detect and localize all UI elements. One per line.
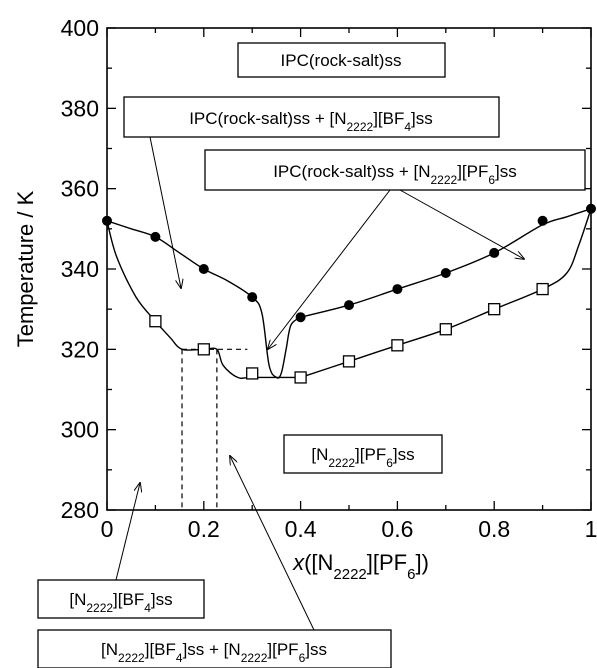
label-bf4-pf6-part: 4 — [176, 651, 183, 665]
label-ipc-pf6-box — [204, 149, 586, 191]
y-tick-label: 360 — [61, 176, 99, 202]
data-point-open-square — [197, 343, 210, 356]
data-point-open-square — [439, 323, 452, 336]
solidus-left-curve — [106, 220, 301, 380]
data-point-filled-circle — [537, 215, 548, 226]
plot-area: 0 0.2 0.4 0.6 0.8 1 280 300 320 340 360 380 400 Tempe… — [13, 15, 597, 583]
data-point-filled-circle — [247, 292, 258, 303]
data-point-open-square — [536, 282, 549, 296]
label-bf4-pf6-part: 6 — [299, 651, 306, 665]
data-point-filled-circle — [102, 215, 112, 226]
y-tick-label: 300 — [61, 417, 99, 443]
label-ipc-bf4-part: IPC(rock-salt)ss + [N — [189, 109, 346, 128]
label-pf6-part: 6 — [386, 456, 393, 470]
label-ipc-pf6-part: 2222 — [430, 173, 457, 187]
data-point-open-square — [246, 367, 259, 380]
data-point-filled-circle — [489, 247, 500, 258]
x-axis-title-part: 6 — [407, 566, 415, 583]
data-point-filled-circle — [344, 300, 354, 311]
label-bf4-part: ]ss — [151, 590, 173, 609]
label-bf4-part: 2222 — [86, 601, 113, 615]
arrow-bf4-pure — [115, 483, 140, 581]
label-pf6-part: ][PF — [355, 445, 386, 464]
label-pf6-part: ]ss — [393, 445, 415, 464]
y-tick-label: 340 — [61, 256, 99, 282]
x-tick-label: 0.8 — [478, 516, 510, 542]
y-axis-title: Temperature / K — [13, 190, 38, 347]
data-point-filled-circle — [440, 268, 451, 279]
label-pf6-part: [N — [311, 445, 328, 464]
data-point-filled-circle — [150, 231, 161, 242]
x-axis-title-part: ][PF — [367, 550, 407, 575]
label-pf6-part: 2222 — [328, 456, 355, 470]
label-bf4-pf6-part: ]ss + [N — [183, 640, 241, 659]
label-bf4-pf6-part: 2222 — [241, 651, 268, 665]
x-axis-title-part: x — [292, 550, 305, 575]
y-tick-label: 380 — [61, 95, 99, 121]
label-bf4-pf6: [N2222][BF4]ss + [N2222][PF6]ss — [101, 640, 327, 665]
data-point-open-square — [488, 303, 501, 316]
label-bf4-pf6-box — [37, 629, 392, 668]
y-tick-label: 280 — [61, 497, 99, 523]
label-ipc-pf6-part: ][PF — [457, 162, 488, 181]
data-point-open-square — [391, 339, 404, 352]
data-point-open-square — [342, 355, 356, 368]
label-ipc-rocksalt-part: IPC(rock-salt)ss — [281, 51, 402, 70]
label-ipc-pf6: IPC(rock-salt)ss + [N2222][PF6]ss — [273, 162, 517, 187]
label-bf4-pf6-part: 2222 — [118, 651, 145, 665]
arrow-bf4-region — [149, 136, 181, 288]
data-point-filled-circle — [586, 203, 596, 214]
label-ipc-bf4-part: ][BF — [373, 109, 404, 128]
label-bf4-pf6-part: ]ss — [305, 640, 327, 659]
x-tick-label: 1 — [585, 516, 597, 542]
label-ipc-bf4-part: ]ss — [411, 109, 433, 128]
label-bf4-part: ][BF — [113, 590, 144, 609]
arrow-pf6-ipc-left — [268, 189, 391, 349]
x-tick-label: 0.2 — [188, 516, 220, 542]
y-tick-label: 400 — [61, 15, 99, 41]
x-tick-label: 0 — [101, 516, 114, 542]
label-bf4: [N2222][BF4]ss — [69, 590, 172, 615]
label-ipc-bf4-box — [123, 96, 500, 138]
label-bf4-part: 4 — [144, 601, 151, 615]
data-point-filled-circle — [198, 264, 209, 274]
label-ipc-bf4-part: 4 — [404, 120, 411, 134]
label-ipc-bf4-part: 2222 — [346, 120, 373, 134]
label-pf6: [N2222][PF6]ss — [311, 445, 414, 470]
x-axis-title: x([N2222][PF6]) — [292, 550, 429, 583]
label-bf4-box — [37, 579, 205, 619]
label-bf4-pf6-part: [N — [101, 640, 118, 659]
liquidus-right-curve — [300, 208, 592, 318]
label-pf6-box — [283, 434, 443, 474]
x-axis-title-part: 2222 — [333, 566, 366, 583]
arrow-pf6-ipc-right — [399, 189, 524, 259]
x-tick-label: 0.4 — [285, 516, 317, 542]
label-ipc-rocksalt-box — [237, 42, 446, 78]
label-ipc-pf6-part: ]ss — [495, 162, 517, 181]
x-tick-label: 0.6 — [381, 516, 413, 542]
x-axis-title-part: ([N — [304, 550, 333, 575]
data-point-open-square — [294, 371, 307, 384]
label-ipc-pf6-part: 6 — [488, 173, 495, 187]
data-point-filled-circle — [392, 284, 403, 295]
y-tick-label: 320 — [61, 336, 99, 362]
label-bf4-part: [N — [69, 590, 86, 609]
label-bf4-pf6-part: ][PF — [267, 640, 298, 659]
x-axis-title-part: ]) — [415, 550, 428, 575]
label-bf4-pf6-part: ][BF — [145, 640, 176, 659]
arrow-two-phase — [230, 456, 315, 631]
label-ipc-pf6-part: IPC(rock-salt)ss + [N — [273, 162, 430, 181]
label-ipc-rocksalt: IPC(rock-salt)ss — [281, 51, 402, 70]
data-point-open-square — [149, 315, 162, 328]
data-point-filled-circle — [295, 312, 306, 323]
label-ipc-bf4: IPC(rock-salt)ss + [N2222][BF4]ss — [189, 109, 433, 134]
